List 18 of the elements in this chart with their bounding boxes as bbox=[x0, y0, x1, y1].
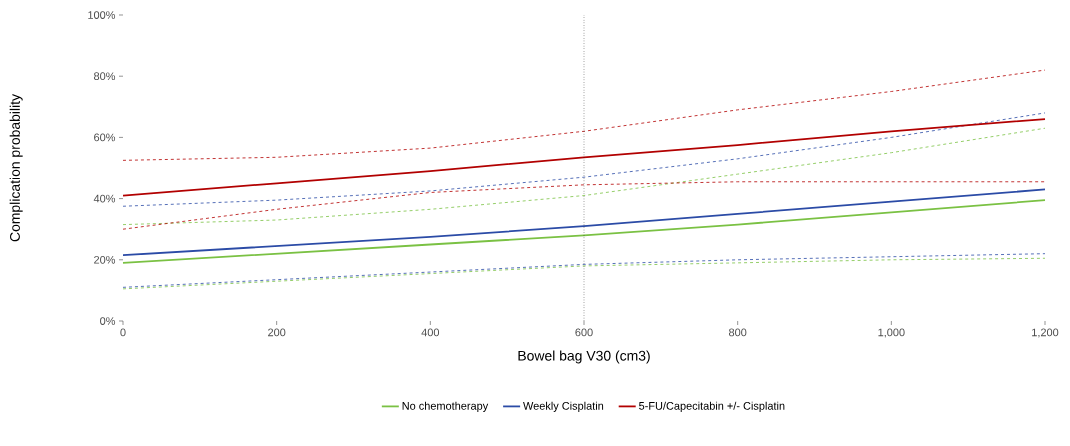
x-tick-label: 600 bbox=[575, 328, 593, 337]
x-tick-label: 1,200 bbox=[1032, 328, 1059, 338]
x-tick-label: 0 bbox=[120, 328, 126, 337]
legend-label: No chemotherapy bbox=[402, 401, 489, 412]
x-axis-title: Bowel bag V30 (cm3) bbox=[518, 350, 650, 364]
x-tick-label: 400 bbox=[421, 328, 440, 337]
y-tick-label: 40% bbox=[93, 194, 116, 203]
legend-label: 5-FU/Capecitabin +/- Cisplatin bbox=[639, 401, 785, 412]
x-tick-label: 200 bbox=[268, 328, 286, 337]
y-tick-label: 100% bbox=[88, 11, 116, 19]
y-tick-label: 20% bbox=[94, 255, 116, 264]
legend-label: Weekly Cisplatin bbox=[523, 401, 604, 412]
x-tick-label: 1,000 bbox=[878, 328, 905, 338]
y-tick-label: 80% bbox=[94, 72, 116, 81]
y-axis-title: Complication probability bbox=[9, 94, 23, 242]
x-tick-label: 800 bbox=[729, 328, 747, 337]
y-tick-label: 0% bbox=[100, 317, 116, 325]
y-tick-label: 60% bbox=[94, 133, 116, 142]
